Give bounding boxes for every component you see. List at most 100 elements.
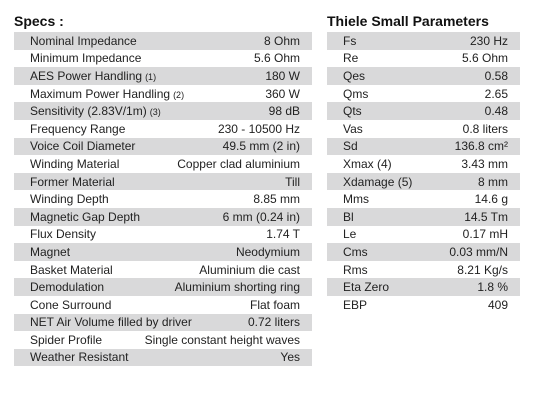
label-text: Fs [343, 33, 357, 48]
row-value: 409 [487, 297, 508, 312]
table-row: Xdamage (5) 8 mm [327, 172, 520, 191]
row-label: Cms [343, 245, 368, 259]
label-text: Sd [343, 139, 358, 154]
row-label: Bl [343, 210, 354, 224]
row-value: 3.43 mm [461, 156, 508, 171]
table-row: AES Power Handling (1) 180 W [14, 67, 312, 85]
row-value: 230 - 10500 Hz [217, 121, 300, 136]
row-value: 14.6 g [474, 192, 508, 207]
row-value: 0.58 [484, 68, 508, 83]
row-value: 8 Ohm [263, 33, 300, 48]
label-text: Demodulation [30, 280, 105, 295]
label-text: Qts [343, 104, 362, 119]
label-text: Spider Profile [30, 332, 103, 347]
row-label: EBP [343, 298, 367, 312]
table-row: Mms 14.6 g [327, 190, 520, 208]
row-label: Mms [343, 192, 369, 206]
label-text: Magnet [30, 244, 71, 259]
table-row: EBP 409 [327, 296, 520, 314]
table-row: Rms 8.21 Kg/s [327, 261, 520, 279]
table-row: Cone Surround Flat foam [14, 296, 312, 314]
thiele-small-table: Thiele Small Parameters Fs 230 Hz Re 5.6 Oh… [327, 10, 520, 314]
row-value: Single constant height waves [144, 332, 300, 347]
ts-title: Thiele Small Parameters [327, 13, 489, 29]
row-label: Flux Density [30, 227, 96, 241]
table-row: Qes 0.58 [327, 67, 520, 85]
row-value: 8 mm [478, 174, 508, 189]
row-label: Spider Profile [30, 333, 102, 347]
label-text: Rms [343, 262, 368, 277]
row-value: 1.74 T [266, 227, 300, 242]
row-value: 98 dB [268, 104, 300, 119]
label-text: Winding Material [30, 156, 120, 171]
row-value: 180 W [265, 68, 300, 83]
label-text: Le [343, 227, 357, 242]
label-text: Maximum Power Handling [30, 86, 171, 101]
label-text: Voice Coil Diameter [30, 139, 136, 154]
footnote-ref: (3) [149, 107, 161, 118]
label-text: AES Power Handling [30, 68, 143, 83]
row-value: 14.5 Tm [464, 209, 508, 224]
row-label: Voice Coil Diameter [30, 139, 135, 153]
row-value: 360 W [265, 86, 300, 101]
label-text: Vas [343, 121, 363, 136]
row-label: Maximum Power Handling (2) [30, 87, 184, 101]
row-value: Aluminium shorting ring [174, 280, 300, 295]
table-row: Spider Profile Single constant height wav… [14, 331, 312, 349]
row-label: Frequency Range [30, 122, 125, 136]
row-value: 5.6 Ohm [461, 51, 508, 66]
label-text: Minimum Impedance [30, 51, 142, 66]
row-label: Fs [343, 34, 356, 48]
label-text: Cms [343, 244, 368, 259]
label-text: Re [343, 51, 359, 66]
row-label: Eta Zero [343, 280, 389, 294]
table-row: Sensitivity (2.83V/1m) (3) 98 dB [14, 102, 312, 120]
row-label: Nominal Impedance [30, 34, 137, 48]
row-value: 136.8 cm² [454, 139, 508, 154]
row-value: 49.5 mm (2 in) [222, 139, 300, 154]
label-text: Frequency Range [30, 121, 126, 136]
row-label: Winding Material [30, 157, 119, 171]
row-value: 0.72 liters [247, 315, 300, 330]
row-value: 0.8 liters [462, 121, 508, 136]
row-label: Sensitivity (2.83V/1m) (3) [30, 104, 161, 118]
row-label: Magnet [30, 245, 70, 259]
row-label: Weather Resistant [30, 350, 129, 364]
table-row: Cms 0.03 mm/N [327, 243, 520, 261]
table-row: Minimum Impedance 5.6 Ohm [14, 50, 312, 68]
table-row: Vas 0.8 liters [327, 120, 520, 138]
row-value: 230 Hz [469, 33, 508, 48]
row-value: Till [285, 174, 300, 189]
table-row: Winding Material Copper clad aluminium [14, 155, 312, 173]
table-row: Weather Resistant Yes [14, 348, 312, 367]
row-label: Demodulation [30, 280, 104, 294]
row-value: 1.8 % [477, 280, 508, 295]
table-row: Sd 136.8 cm² [327, 137, 520, 156]
row-label: AES Power Handling (1) [30, 69, 156, 83]
table-row: Qts 0.48 [327, 102, 520, 120]
row-label: Minimum Impedance [30, 51, 141, 65]
label-text: Qes [343, 68, 366, 83]
table-row: Re 5.6 Ohm [327, 50, 520, 68]
row-value: 5.6 Ohm [253, 51, 300, 66]
table-row: Nominal Impedance 8 Ohm [14, 32, 312, 50]
table-row: Flux Density 1.74 T [14, 226, 312, 244]
table-row: Winding Depth 8.85 mm [14, 190, 312, 208]
row-value: 0.17 mH [462, 227, 508, 242]
specs-title: Specs : [14, 13, 64, 29]
row-label: Basket Material [30, 263, 113, 277]
table-row: Magnet Neodymium [14, 243, 312, 261]
row-label: Qes [343, 69, 365, 83]
row-label: Le [343, 227, 356, 241]
footnote-ref: (1) [145, 71, 157, 82]
row-label: Magnetic Gap Depth [30, 210, 140, 224]
row-value: 0.48 [484, 104, 508, 119]
row-label: Winding Depth [30, 192, 109, 206]
row-label: Rms [343, 263, 368, 277]
row-value: Neodymium [235, 244, 300, 259]
row-label: Xdamage (5) [343, 175, 412, 189]
label-text: Eta Zero [343, 280, 390, 295]
table-row: Le 0.17 mH [327, 226, 520, 244]
table-row: Basket Material Aluminium die cast [14, 261, 312, 279]
